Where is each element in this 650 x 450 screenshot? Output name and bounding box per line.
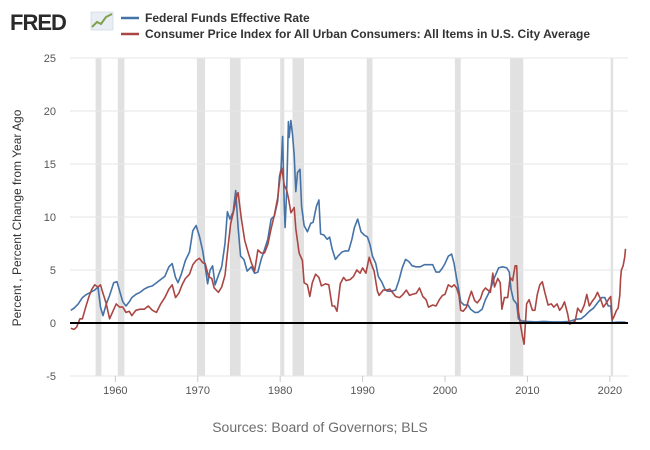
series-line-cpi [70, 167, 627, 346]
series-lines [70, 119, 627, 346]
fred-logo-chart-icon [90, 11, 114, 31]
x-tick-label: 1970 [186, 385, 210, 397]
gridlines [70, 57, 628, 377]
y-tick-label: 10 [44, 212, 56, 224]
source-note: Sources: Board of Governors; BLS [212, 419, 428, 435]
series-line-fed-funds [70, 119, 626, 324]
y-tick-label: 25 [44, 53, 56, 65]
y-tick-label: 20 [44, 106, 56, 118]
x-tick-label: 1990 [350, 385, 374, 397]
x-tick-label: 2020 [598, 385, 622, 397]
x-tick-label: 2000 [433, 385, 457, 397]
y-tick-label: 0 [50, 318, 56, 330]
fred-logo[interactable]: FRED [10, 10, 114, 35]
x-tick-label: 1980 [268, 385, 292, 397]
y-axis-ticks: -5 0 5 10 15 20 25 [44, 53, 56, 383]
x-tick-label: 2010 [515, 385, 539, 397]
y-tick-label: 5 [50, 265, 56, 277]
legend-label-cpi: Consumer Price Index for All Urban Consu… [145, 27, 590, 41]
legend: Federal Funds Effective Rate Consumer Pr… [121, 11, 590, 41]
y-tick-label: 15 [44, 159, 56, 171]
y-tick-label: -5 [46, 371, 56, 383]
legend-label-fed-funds: Federal Funds Effective Rate [145, 11, 310, 25]
x-axis-ticks: 1960 1970 1980 1990 2000 2010 2020 [103, 376, 622, 397]
fred-logo-text: FRED [10, 10, 66, 35]
x-tick-label: 1960 [103, 385, 127, 397]
y-axis-label: Percent , Percent Change from Year Ago [10, 109, 24, 326]
